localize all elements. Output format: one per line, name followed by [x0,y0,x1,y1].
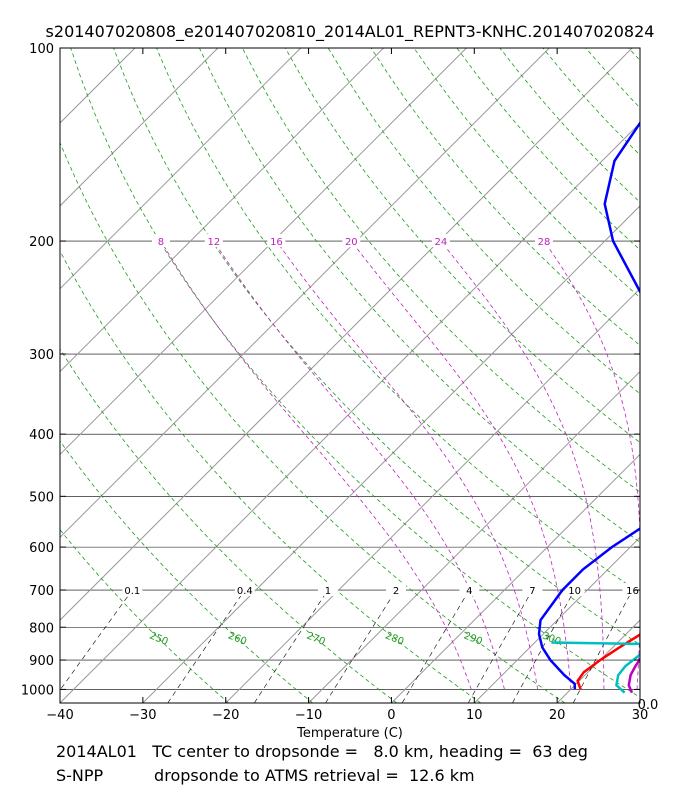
footer-line-1: 2014AL01 TC center to dropsonde = 8.0 km… [56,742,588,761]
y-tick-label: 900 [29,654,54,669]
y-tick-label: 1000 [21,683,54,698]
x-tick-label: −40 [46,708,73,723]
x-tick-label: 0 [387,708,395,723]
mixing-ratio-label: 7 [529,586,535,597]
x-tick-label: −20 [212,708,239,723]
moist-adiabat-8 [160,240,472,690]
y-tick-label: 500 [29,490,54,505]
moist-adiabat-28 [543,240,640,690]
moist-adiabat-label: 24 [435,237,448,248]
mixing-ratio-label-bg [622,583,643,597]
dry-adiabat-270 [60,348,397,703]
dry-adiabat-350 [284,48,640,444]
mixing-ratio-label: 10 [568,586,581,597]
mixing-ratio-label: 0.1 [124,586,140,597]
mixing-ratio-10 [512,589,575,703]
isotherm--60 [60,48,550,538]
mixing-ratio-4 [401,589,470,703]
isotherm-0 [391,453,640,703]
moist-adiabat-label: 16 [270,237,283,248]
corner-label: 0.0 [638,698,659,713]
x-tick-label: −10 [295,708,322,723]
mixing-ratio-label-bg [234,583,255,597]
moist-adiabat-24 [440,240,605,690]
mixing-ratio-16 [572,589,633,703]
moist-adiabat-label: 20 [345,237,358,248]
dry-adiabat-440 [672,48,700,703]
mixing-ratio-label: 1 [325,586,331,597]
mixing-ratio-label-bg [522,583,543,597]
moist-adiabat-label: 8 [158,237,164,248]
mixing-ratio-label-bg [459,583,480,597]
moist-adiabat-12 [213,240,505,690]
isotherm-30 [639,702,640,703]
moist-adiabat-label: 12 [207,237,220,248]
mixing-ratio-2 [325,589,397,703]
x-tick-label: 10 [466,708,483,723]
mixing-ratio-0.1 [60,589,133,691]
dry-adiabat-310 [113,48,640,646]
mixing-ratio-label-bg [122,583,143,597]
isotherm--120 [0,48,52,703]
moist-adiabat-label-bg [431,234,450,248]
mixing-ratio-label: 0.4 [237,586,253,597]
x-tick-label: −30 [129,708,156,723]
profiles [537,120,640,694]
x-tick-label: 30 [632,708,649,723]
moist-adiabat-20 [350,240,572,690]
mixing-ratio-1 [254,589,329,703]
mixing-ratio-label-bg [317,583,338,597]
isotherm--10 [308,370,640,703]
x-axis-label: Temperature (C) [296,726,403,741]
isotherm--70 [60,48,467,456]
dry-adiabat-260 [60,440,313,703]
mixing-ratio-label: 4 [466,586,472,597]
y-tick-label: 100 [29,42,54,57]
y-tick-label: 300 [29,348,54,363]
footer-line-2: S-NPP dropsonde to ATMS retrieval = 12.6… [56,766,475,785]
moist-adiabat-label-bg [342,234,361,248]
plot-area [60,48,640,703]
x-tick-label: 20 [549,708,566,723]
profile-line-0 [576,633,640,690]
background-lines [0,48,700,703]
y-tick-label: 200 [29,235,54,250]
profile-line-1 [537,120,640,690]
mixing-ratio-label-bg [564,583,585,597]
y-tick-label: 600 [29,541,54,556]
y-tick-label: 800 [29,621,54,636]
isotherm--90 [60,48,302,290]
moist-adiabat-label-bg [267,234,286,248]
mixing-ratio-label: 2 [393,586,399,597]
mixing-ratio-label: 16 [626,586,639,597]
moist-adiabat-label-bg [151,234,170,248]
moist-adiabat-label-bg [534,234,553,248]
mixing-ratio-label-bg [386,583,407,597]
y-tick-label: 700 [29,584,54,599]
dry-adiabat-340 [242,48,640,493]
y-tick-label: 400 [29,428,54,443]
profile-line-2 [551,641,640,694]
isotherm--50 [60,48,633,621]
mixing-ratio-7 [467,589,533,703]
plot-frame [59,47,641,704]
moist-adiabat-label-bg [204,234,223,248]
moist-adiabat-label: 28 [538,237,551,248]
moist-adiabat-32 [650,241,688,689]
moist-adiabat-16 [276,240,538,690]
mixing-ratio-0.4 [167,589,246,703]
isotherm--40 [60,122,640,703]
isotherm--100 [60,48,219,207]
chart-title: s201407020808_e201407020810_2014AL01_REP… [46,22,655,42]
isotherm--80 [60,48,384,373]
profile-line-3 [627,656,640,694]
dry-adiabat-290 [60,141,566,703]
